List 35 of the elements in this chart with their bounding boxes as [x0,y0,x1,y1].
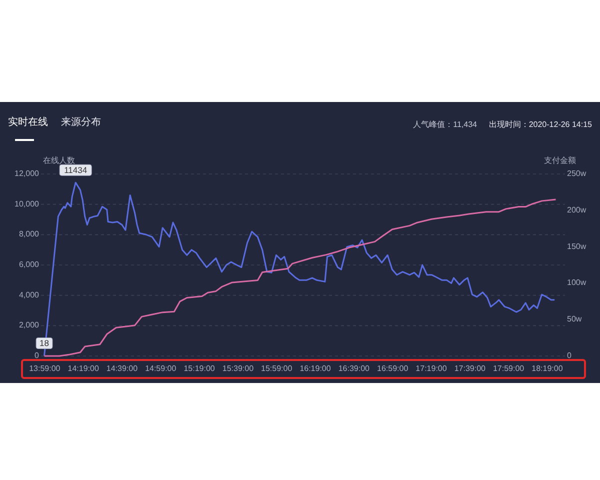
annotation: 18 [40,338,50,348]
y2-tick-label: 50w [567,314,582,324]
y-tick-label: 8,000 [18,230,40,239]
y-tick-label: 4,000 [18,290,40,300]
x-tick-label: 13:59:00 [29,364,61,373]
text: 出现时间：2020-12-26 14:15 [488,120,593,129]
x-tick-label: 17:19:00 [416,364,448,373]
annotation: 11434 [64,165,88,176]
y-tick-label: 12,000 [14,169,40,178]
y-tick-label: 0 [34,351,40,360]
x-tick-label: 14:19:00 [68,364,100,373]
x-tick-label: 16:59:00 [377,364,409,373]
x-tick-label: 15:59:00 [261,364,293,373]
y-axis-title: 在线人数 [43,156,75,165]
text: 来源分布 [61,116,101,128]
x-tick-label: 16:39:00 [338,364,370,373]
chart-title: 实时在线 [8,116,48,128]
x-tick-label: 17:39:00 [454,364,486,373]
y-tick-label: 2,000 [18,320,40,330]
y-tick-label: 6,000 [18,260,40,269]
x-tick-label: 15:39:00 [222,364,254,373]
y2-tick-label: 150w [567,242,586,251]
x-tick-label: 18:19:00 [532,364,564,373]
y-tick-label: 10,000 [14,199,40,208]
x-tick-label: 17:59:00 [492,364,525,373]
y2-tick-label: 200w [567,205,586,214]
y2-axis-title: 支付金额 [544,156,576,165]
text: 人气峰值：11,434 [413,120,478,129]
y2-tick-label: 0 [567,351,572,360]
x-tick-label: 14:59:00 [145,364,177,373]
x-tick-label: 14:39:00 [106,364,138,373]
x-tick-label: 15:19:00 [184,364,216,373]
y2-tick-label: 100w [567,278,586,288]
x-tick-label: 16:19:00 [300,364,332,373]
y2-tick-label: 250w [567,169,586,178]
